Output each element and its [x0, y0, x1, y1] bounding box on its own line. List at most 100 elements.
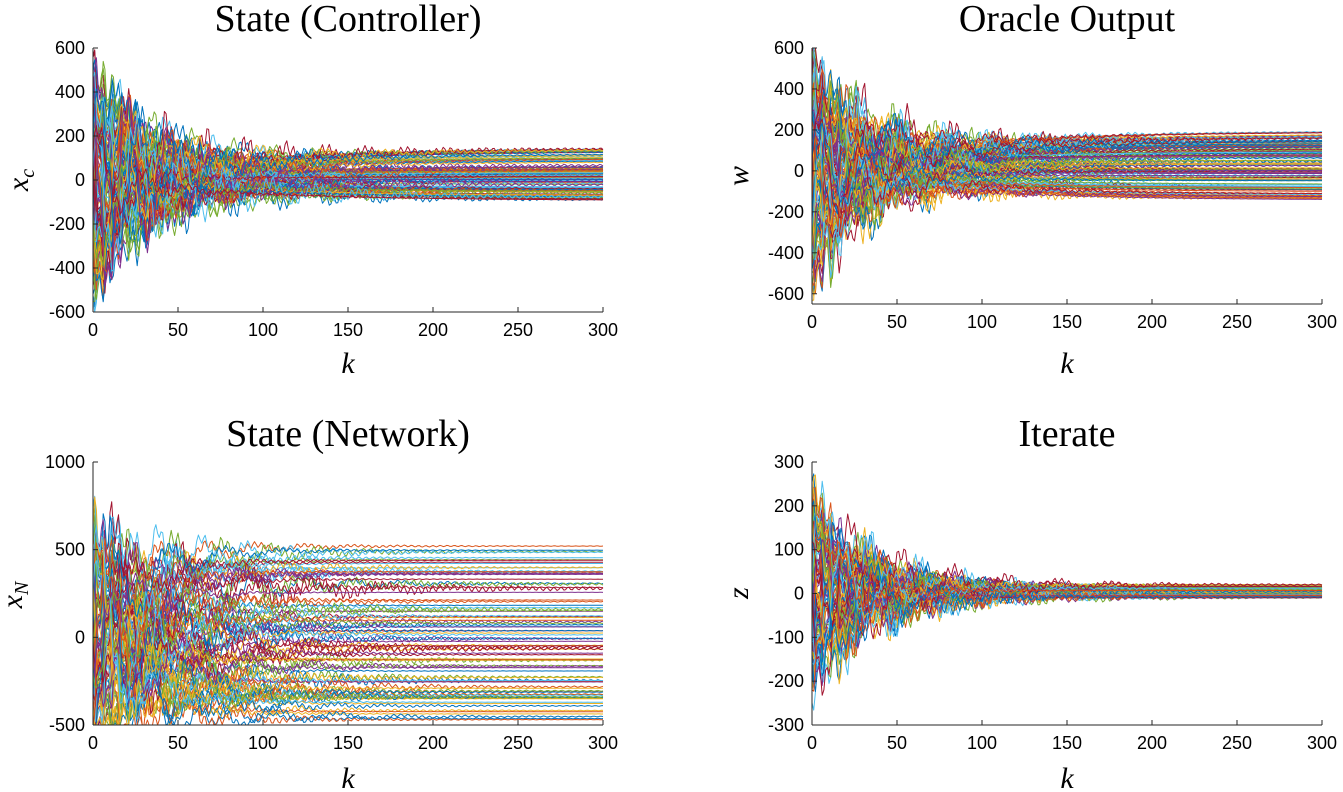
series-line: [92, 598, 604, 726]
series-line: [92, 525, 604, 704]
y-tick-label: 200: [774, 120, 804, 140]
y-tick-label: 200: [55, 126, 85, 146]
series-line: [92, 542, 604, 726]
x-tick-label: 50: [887, 733, 907, 753]
panel-iterate: Iterate 0 50 100 150 200 250 300 -300 -200 -100 0 1…: [722, 413, 1337, 792]
series-line: [92, 563, 603, 714]
series-line: [811, 531, 1323, 667]
x-tick-label: 200: [1137, 733, 1167, 753]
series-line: [93, 537, 603, 726]
x-tick-label: 250: [1222, 733, 1252, 753]
series-line: [811, 120, 1322, 260]
series-line: [92, 496, 603, 726]
y-axis-label-main: x: [0, 594, 29, 609]
y-tick-label: -400: [768, 243, 804, 263]
y-axis-label: z: [722, 587, 755, 600]
series-line: [811, 90, 1323, 247]
panel-oracle-output: Oracle Output 0 50 100 150 200 250 300 -600 -400…: [722, 0, 1337, 380]
svg-text:z: z: [722, 587, 755, 600]
x-tick-label: 200: [1137, 312, 1167, 332]
x-tick-label: 150: [1052, 733, 1082, 753]
series-line: [92, 558, 603, 702]
y-axis-label: w: [722, 166, 755, 186]
panel-title: State (Network): [226, 413, 470, 455]
series-line: [92, 560, 604, 714]
series-line: [92, 85, 603, 249]
y-tick-label: 600: [55, 38, 85, 58]
series-line: [92, 577, 604, 724]
y-tick-label: 400: [774, 79, 804, 99]
y-tick-label: -200: [768, 202, 804, 222]
series-line: [811, 61, 1322, 239]
x-tick-label: 50: [168, 733, 188, 753]
series-line: [92, 110, 604, 268]
series-line: [811, 500, 1323, 652]
series-line: [92, 135, 604, 267]
y-tick-label: 0: [75, 170, 85, 190]
y-tick-label: -600: [49, 302, 85, 322]
series-line: [92, 575, 604, 673]
y-tick-label: 600: [774, 38, 804, 58]
axes: 0 50 100 150 200 250 300 -600 -400 -200 0 200 400 600: [49, 38, 618, 340]
x-tick-label: 100: [967, 312, 997, 332]
x-tick-label: 300: [1307, 312, 1337, 332]
series-line: [92, 510, 604, 726]
series-line: [811, 513, 1323, 696]
y-tick-label: -100: [768, 627, 804, 647]
y-tick-label: 200: [774, 496, 804, 516]
series-group: [92, 49, 604, 313]
y-tick-label: 1000: [45, 452, 85, 472]
x-tick-label: 0: [88, 320, 98, 340]
x-tick-label: 200: [418, 733, 448, 753]
series-line: [811, 103, 1323, 223]
series-line: [92, 125, 603, 215]
y-tick-label: 500: [55, 540, 85, 560]
y-tick-label: -500: [49, 715, 85, 735]
series-line: [92, 541, 604, 694]
svg-text:xc: xc: [2, 169, 39, 192]
series-line: [811, 80, 1323, 238]
series-line: [811, 99, 1323, 228]
x-tick-label: 250: [1222, 312, 1252, 332]
series-line: [93, 516, 604, 726]
y-axis-label-subscript: c: [17, 169, 39, 178]
series-line: [92, 123, 604, 254]
panel-state-network: State (Network) 0 50 100 150 200 250 300-50005…: [0, 413, 618, 792]
series-line: [92, 617, 603, 698]
x-tick-label: 0: [88, 733, 98, 753]
panel-state-controller: State (Controller) 0 50 100 150 200 250 300 -60…: [2, 0, 618, 380]
series-line: [811, 538, 1323, 674]
series-line: [92, 556, 603, 683]
series-line: [811, 109, 1322, 199]
svg-text:w: w: [722, 166, 755, 186]
series-line: [92, 572, 604, 708]
series-line: [811, 122, 1323, 205]
y-tick-label: 400: [55, 82, 85, 102]
y-axis-label-main: x: [2, 177, 35, 192]
series-line: [92, 592, 604, 689]
y-tick-label: -200: [768, 671, 804, 691]
series-line: [92, 537, 603, 726]
x-tick-label: 300: [588, 733, 618, 753]
series-line: [811, 85, 1323, 222]
y-tick-label: -600: [768, 284, 804, 304]
series-line: [811, 541, 1322, 692]
y-axis-label: xc: [2, 169, 39, 192]
x-tick-label: 150: [1052, 312, 1082, 332]
y-tick-label: 100: [774, 540, 804, 560]
series-line: [92, 71, 604, 272]
y-tick-label: -200: [49, 214, 85, 234]
series-line: [92, 554, 603, 688]
x-tick-label: 300: [1307, 733, 1337, 753]
x-tick-label: 200: [418, 320, 448, 340]
panel-title: Oracle Output: [959, 0, 1176, 40]
series-line: [92, 538, 603, 655]
x-tick-label: 0: [807, 312, 817, 332]
series-line: [92, 552, 604, 721]
series-line: [92, 604, 603, 726]
series-line: [93, 516, 604, 726]
x-tick-label: 150: [333, 320, 363, 340]
series-line: [92, 618, 604, 726]
